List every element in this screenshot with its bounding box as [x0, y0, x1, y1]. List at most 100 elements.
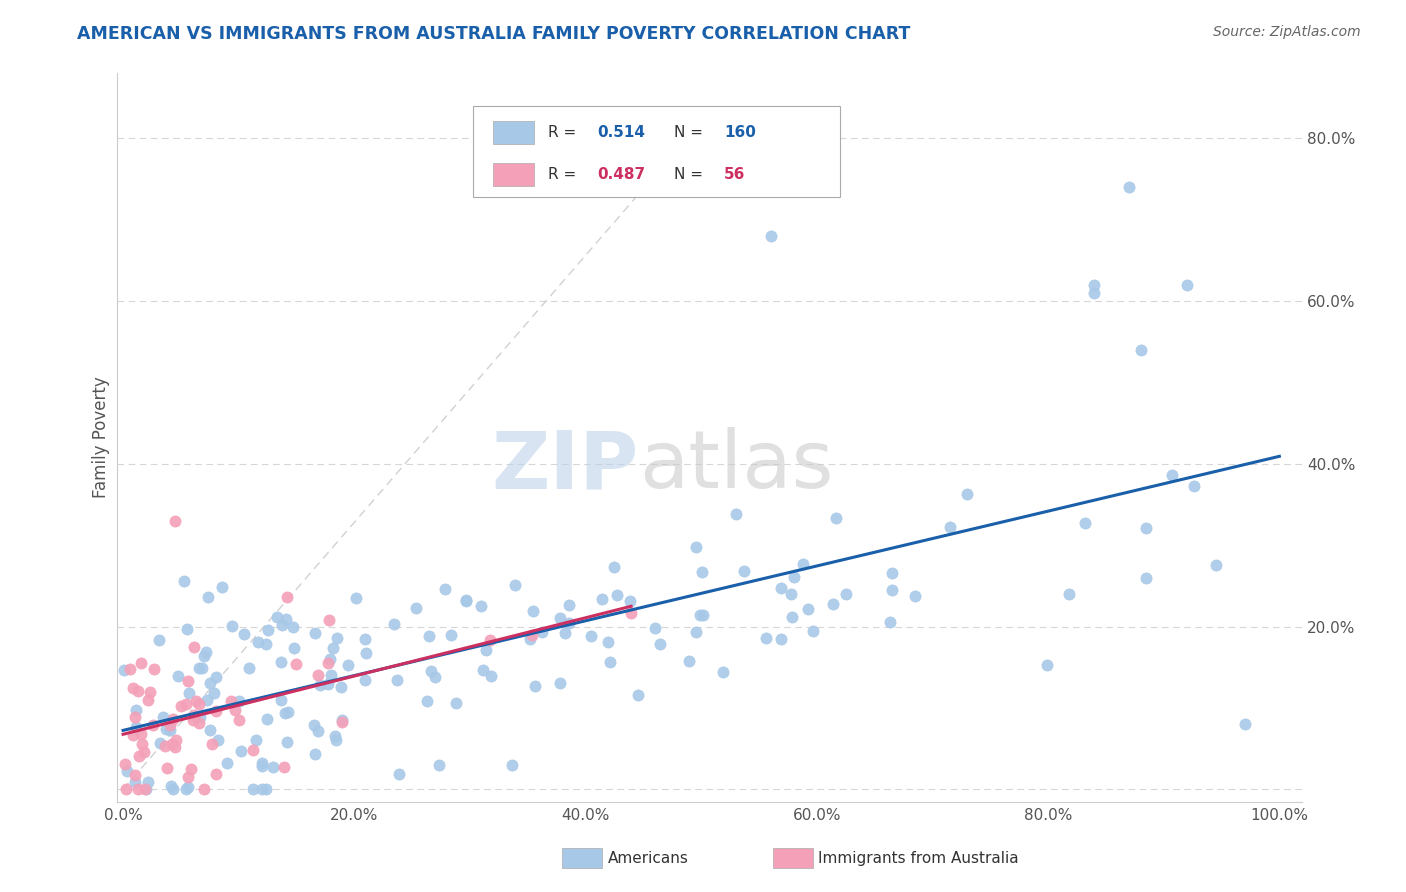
Point — [200, 737, 222, 751]
Point — [425, 670, 447, 684]
Text: ZIP: ZIP — [492, 427, 638, 506]
Point — [330, 715, 353, 730]
Point — [650, 638, 672, 652]
Point — [1129, 343, 1152, 357]
Point — [124, 768, 146, 782]
Text: R =: R = — [547, 167, 581, 182]
Point — [522, 628, 544, 642]
Text: 160: 160 — [724, 125, 756, 140]
Point — [603, 559, 626, 574]
Point — [309, 678, 332, 692]
Point — [217, 756, 239, 770]
Point — [254, 781, 277, 796]
Point — [118, 663, 141, 677]
Point — [405, 600, 427, 615]
Point — [689, 607, 711, 622]
Point — [174, 698, 197, 712]
Point — [156, 761, 179, 775]
Point — [304, 747, 326, 761]
Point — [904, 589, 927, 603]
Point — [316, 677, 339, 691]
Point — [329, 680, 352, 694]
Point — [454, 593, 477, 607]
Point — [711, 665, 734, 679]
Point — [273, 760, 295, 774]
Point — [770, 632, 793, 647]
Point — [193, 648, 215, 663]
Point — [262, 760, 284, 774]
Point — [179, 686, 201, 700]
Point — [599, 655, 621, 669]
Point — [254, 637, 277, 651]
Point — [354, 646, 377, 660]
Point — [879, 615, 901, 629]
Point — [336, 657, 359, 672]
Point — [207, 733, 229, 747]
Point — [162, 781, 184, 796]
Point — [162, 712, 184, 726]
Point — [176, 623, 198, 637]
Point — [1135, 521, 1157, 535]
Text: Americans: Americans — [607, 851, 689, 865]
Point — [685, 540, 707, 554]
Point — [598, 635, 620, 649]
Point — [427, 757, 450, 772]
Point — [803, 624, 825, 638]
Point — [153, 739, 176, 753]
Point — [242, 781, 264, 796]
Text: N =: N = — [675, 125, 709, 140]
Point — [1161, 467, 1184, 482]
Point — [755, 631, 778, 645]
Point — [114, 781, 136, 796]
Point — [330, 713, 353, 727]
Point — [419, 665, 441, 679]
Point — [134, 781, 156, 796]
Point — [159, 718, 181, 732]
FancyBboxPatch shape — [472, 106, 841, 197]
Point — [219, 693, 242, 707]
Point — [319, 651, 342, 665]
Point — [188, 715, 211, 730]
Point — [190, 660, 212, 674]
Point — [257, 623, 280, 637]
Point — [180, 763, 202, 777]
Point — [548, 610, 571, 624]
Point — [416, 693, 439, 707]
Point — [170, 699, 193, 714]
Point — [124, 720, 146, 734]
Point — [769, 582, 792, 596]
Point — [139, 685, 162, 699]
Point — [177, 771, 200, 785]
Point — [725, 507, 748, 521]
Point — [242, 743, 264, 757]
Point — [238, 661, 260, 675]
Point — [276, 735, 298, 749]
Point — [797, 602, 820, 616]
Point — [792, 557, 814, 571]
Point — [304, 626, 326, 640]
Point — [250, 759, 273, 773]
Point — [114, 756, 136, 771]
Point — [692, 607, 714, 622]
Point — [202, 686, 225, 700]
Point — [472, 663, 495, 677]
Point — [132, 745, 155, 759]
Point — [270, 655, 292, 669]
Point — [277, 705, 299, 719]
Point — [181, 713, 204, 727]
Point — [780, 610, 803, 624]
Point — [195, 693, 218, 707]
Point — [1205, 558, 1227, 573]
Text: Immigrants from Australia: Immigrants from Australia — [818, 851, 1019, 865]
Point — [387, 766, 409, 780]
Point — [131, 737, 153, 751]
Point — [163, 739, 186, 754]
Point — [129, 727, 152, 741]
Point — [522, 603, 544, 617]
Point — [644, 621, 666, 635]
Point — [229, 744, 252, 758]
Point — [281, 620, 304, 634]
Point — [619, 594, 641, 608]
Point — [183, 707, 205, 722]
Point — [1135, 571, 1157, 585]
